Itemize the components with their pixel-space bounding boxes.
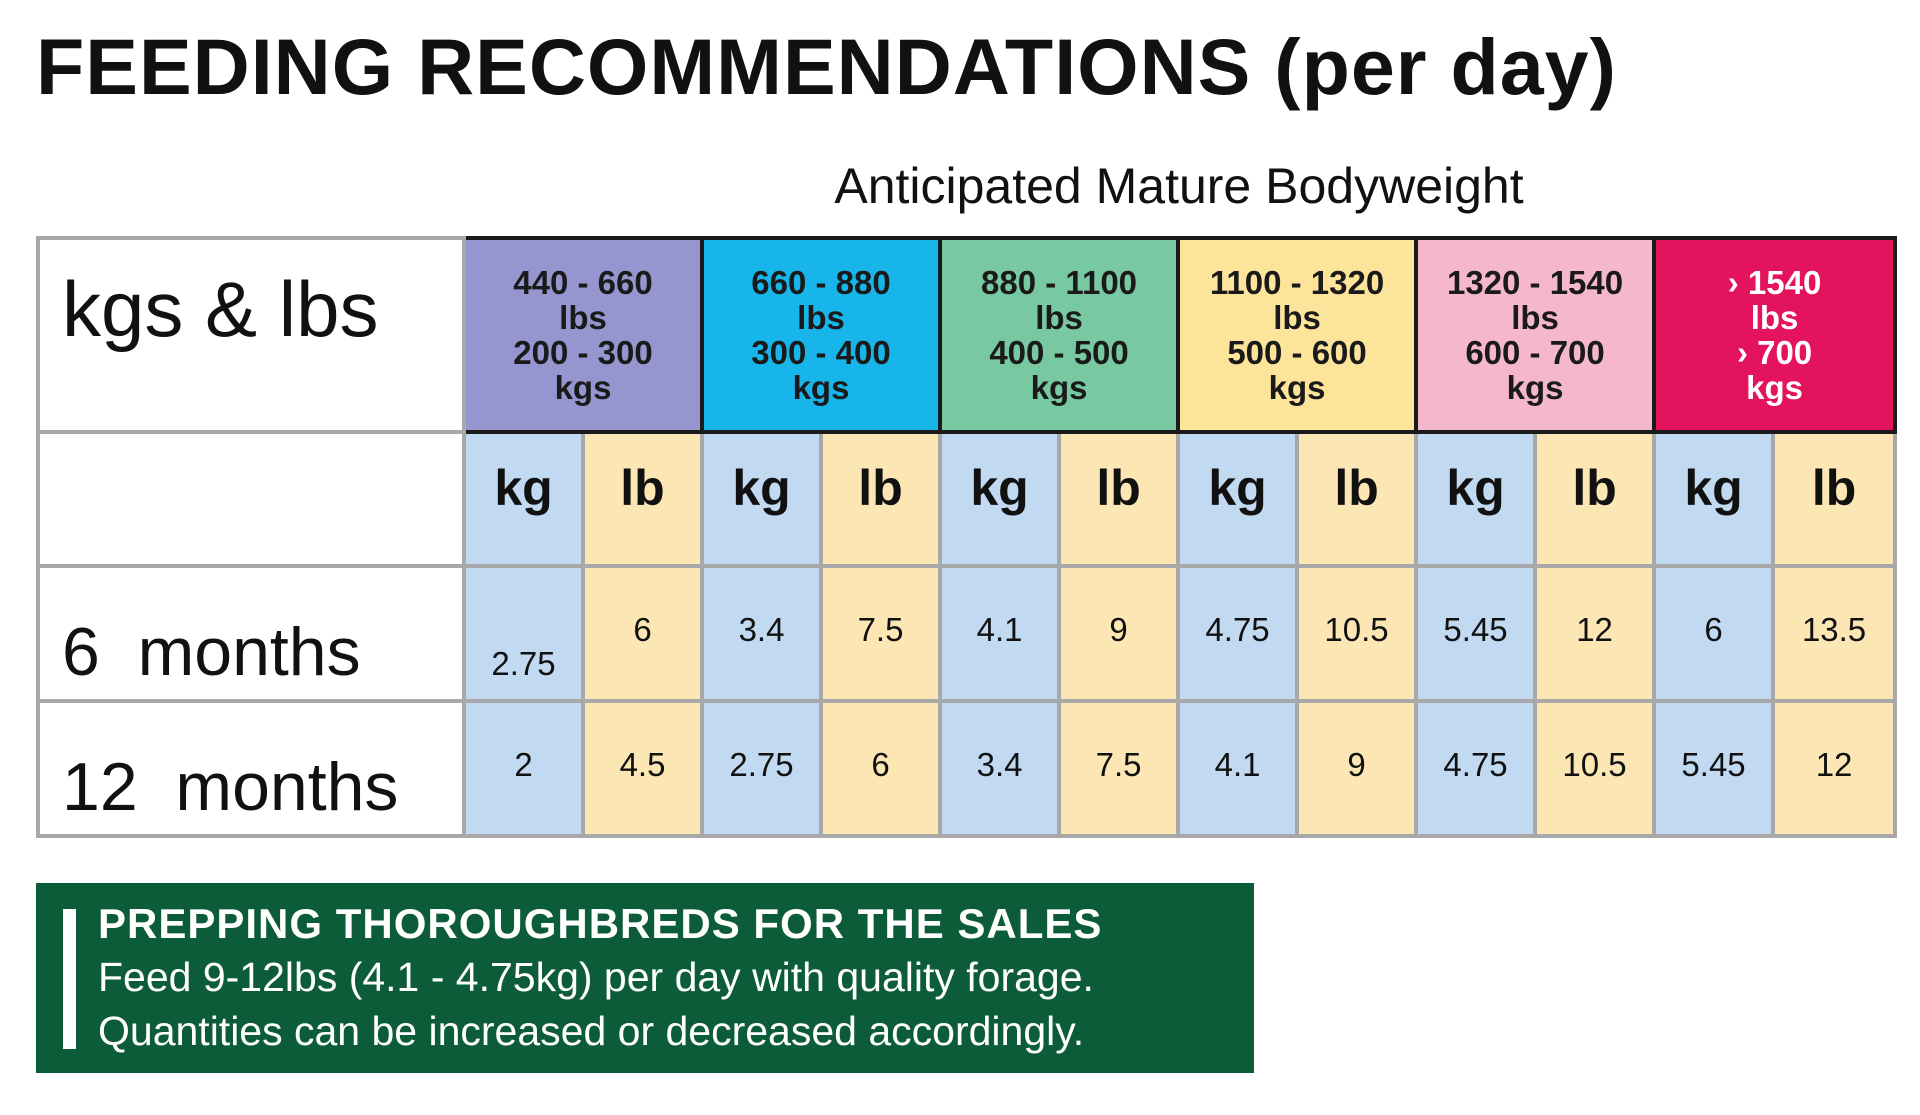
value-cell: 6: [1652, 564, 1776, 703]
band-kgs-unit: kgs: [792, 369, 850, 406]
unit-header: lb: [580, 430, 705, 568]
band-header: › 1540 lbs › 700 kgs: [1652, 236, 1898, 434]
sales-text-line: Feed 9-12lbs (4.1 - 4.75kg) per day with…: [98, 954, 1094, 1000]
page-title: FEEDING RECOMMENDATIONS (per day): [36, 22, 1617, 111]
value-cell: 2.75: [462, 564, 585, 703]
band-lbs: 660 - 880: [751, 264, 891, 301]
accent-bar: [63, 909, 76, 1049]
unit-header: lb: [819, 430, 943, 568]
value-cell: 4.75: [1176, 564, 1300, 703]
value-cell: 4.1: [1176, 699, 1300, 838]
value-cell: 9: [1057, 564, 1181, 703]
unit-header: kg: [1176, 430, 1300, 568]
unit-header: lb: [1771, 430, 1898, 568]
band-kgs-unit: kgs: [554, 369, 612, 406]
band-lbs-unit: lbs: [1035, 299, 1083, 336]
band-lbs: 880 - 1100: [981, 264, 1138, 301]
unit-header: kg: [938, 430, 1062, 568]
band-kgs-unit: kgs: [1268, 369, 1326, 406]
value-cell: 6: [819, 699, 943, 838]
sales-heading: PREPPING THOROUGHBREDS FOR THE SALES: [98, 900, 1103, 947]
band-kgs: 400 - 500: [989, 334, 1129, 371]
band-header: 880 - 1100 lbs 400 - 500 kgs: [938, 236, 1181, 434]
band-lbs-unit: lbs: [1511, 299, 1559, 336]
corner-label: kgs & lbs: [36, 236, 466, 434]
value-cell: 7.5: [1057, 699, 1181, 838]
band-kgs: 200 - 300: [513, 334, 653, 371]
row-label-6-months: 6 months: [36, 564, 466, 703]
band-lbs-unit: lbs: [1273, 299, 1321, 336]
table-row: 12 months 2 4.5 2.75 6 3.4 7.5 4.1 9 4.7…: [36, 699, 1898, 838]
band-lbs-unit: lbs: [559, 299, 607, 336]
value-cell: 4.75: [1414, 699, 1538, 838]
band-kgs-unit: kgs: [1030, 369, 1088, 406]
value-cell: 10.5: [1533, 699, 1657, 838]
band-kgs: 300 - 400: [751, 334, 891, 371]
row-label-12-months: 12 months: [36, 699, 466, 838]
band-kgs-unit: kgs: [1506, 369, 1564, 406]
sales-info-box: PREPPING THOROUGHBREDS FOR THE SALES Fee…: [36, 883, 1254, 1073]
band-header: 1100 - 1320 lbs 500 - 600 kgs: [1176, 236, 1419, 434]
feeding-table: kgs & lbs 440 - 660 lbs 200 - 300 kgs 660 -…: [36, 236, 1898, 838]
table-row: 6 months 2.75 6 3.4 7.5 4.1 9 4.75 10.5 …: [36, 564, 1898, 703]
unit-header: kg: [700, 430, 824, 568]
unit-header: kg: [1652, 430, 1776, 568]
unit-header: lb: [1295, 430, 1419, 568]
table-subtitle: Anticipated Mature Bodyweight: [834, 158, 1524, 214]
value-cell: 3.4: [938, 699, 1062, 838]
blank-cell: [36, 430, 466, 568]
value-cell: 12: [1533, 564, 1657, 703]
value-cell: 12: [1771, 699, 1898, 838]
value-cell: 2: [462, 699, 585, 838]
band-lbs: › 1540: [1727, 264, 1822, 301]
value-cell: 10.5: [1295, 564, 1419, 703]
value-cell: 5.45: [1652, 699, 1776, 838]
band-kgs: › 700: [1736, 334, 1813, 371]
value-cell: 2.75: [700, 699, 824, 838]
value-cell: 6: [580, 564, 705, 703]
band-kgs: 600 - 700: [1465, 334, 1605, 371]
band-kgs: 500 - 600: [1227, 334, 1367, 371]
band-lbs: 440 - 660: [513, 264, 653, 301]
band-kgs-unit: kgs: [1746, 369, 1803, 406]
unit-row: kg lb kg lb kg lb kg lb kg lb kg lb: [36, 430, 1898, 568]
value-cell: 5.45: [1414, 564, 1538, 703]
value-cell: 4.5: [580, 699, 705, 838]
value-cell: 9: [1295, 699, 1419, 838]
band-lbs-unit: lbs: [797, 299, 845, 336]
unit-header: kg: [1414, 430, 1538, 568]
band-header: 440 - 660 lbs 200 - 300 kgs: [461, 236, 705, 434]
band-lbs-unit: lbs: [1750, 299, 1799, 336]
unit-header: lb: [1533, 430, 1657, 568]
value-cell: 7.5: [819, 564, 943, 703]
sales-text-line: Quantities can be increased or decreased…: [98, 1008, 1085, 1054]
band-lbs: 1100 - 1320: [1209, 264, 1385, 301]
value-cell: 13.5: [1771, 564, 1898, 703]
unit-header: lb: [1057, 430, 1181, 568]
value-cell: 3.4: [700, 564, 824, 703]
band-header: 660 - 880 lbs 300 - 400 kgs: [700, 236, 943, 434]
band-lbs: 1320 - 1540: [1446, 264, 1624, 301]
bodyweight-header-row: kgs & lbs 440 - 660 lbs 200 - 300 kgs 660 -…: [36, 236, 1898, 434]
band-header: 1320 - 1540 lbs 600 - 700 kgs: [1414, 236, 1657, 434]
unit-header: kg: [462, 430, 585, 568]
value-cell: 4.1: [938, 564, 1062, 703]
